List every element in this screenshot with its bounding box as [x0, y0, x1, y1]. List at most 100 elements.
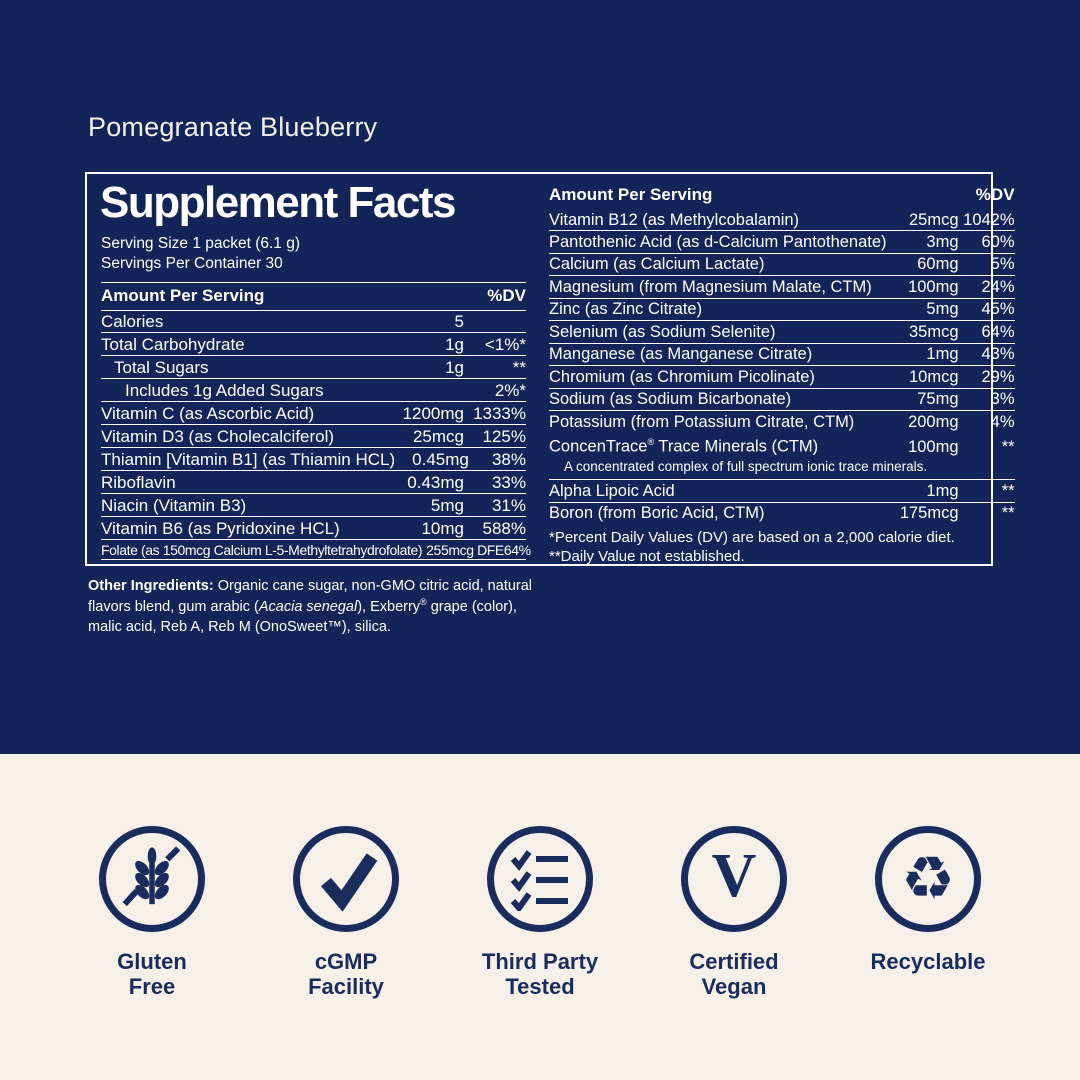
nutrient-amount: 1mg: [926, 345, 959, 364]
footnote-dv: *Percent Daily Values (DV) are based on …: [549, 528, 955, 546]
nutrient-dv: 64%: [503, 541, 531, 558]
nutrient-name: ConcenTrace® Trace Minerals (CTM): [549, 437, 819, 456]
nutrient-amount: 35mcg: [909, 322, 959, 341]
supplement-facts-panel: Supplement Facts Serving Size 1 packet (…: [85, 172, 1015, 566]
other-ingredients: Other Ingredients: Organic cane sugar, n…: [88, 578, 533, 636]
nutrient-name: Total Carbohydrate: [101, 334, 245, 354]
nutrient-name: Alpha Lipoic Acid: [549, 481, 675, 500]
nutrient-amount: 60mg: [917, 255, 959, 274]
nutrient-name: Calcium (as Calcium Lactate): [549, 255, 765, 274]
nutrient-amount: 1g: [445, 334, 464, 354]
nutrient-dv: 3%: [990, 390, 1015, 409]
nutrient-dv: 43%: [981, 345, 1015, 364]
nutrient-amount: 5mg: [430, 495, 464, 515]
nutrient-name: Vitamin D3 (as Cholecalciferol): [101, 426, 335, 446]
nutrient-row: Calories 5: [101, 310, 526, 334]
footnotes: *Percent Daily Values (DV) are based on …: [549, 524, 1015, 567]
amount-per-serving-header: Amount Per Serving: [549, 185, 713, 204]
badge-third-party-tested: Third Party Tested: [479, 826, 601, 1000]
nutrient-row: Chromium (as Chromium Picolinate) 10mcg …: [549, 366, 1015, 389]
nutrient-amount: 0.45mg: [412, 449, 469, 469]
nutrient-amount: 200mg: [908, 412, 959, 431]
nutrient-row: Thiamin [Vitamin B1] (as Thiamin HCL) 0.…: [101, 448, 526, 472]
checklist-icon: [487, 826, 593, 932]
nutrient-dv: **: [512, 357, 526, 377]
nutrient-row: Vitamin C (as Ascorbic Acid) 1200mg 1333…: [101, 402, 526, 426]
nutrient-name: Folate (as 150mcg Calcium L-5-Methyltetr…: [101, 541, 423, 558]
nutrient-row: Riboflavin 0.43mg 33%: [101, 471, 526, 495]
nutrient-amount: 255mcg DFE: [426, 541, 504, 558]
badge-label: Third Party Tested: [481, 949, 599, 1000]
registered-mark: ®: [420, 597, 427, 608]
amount-per-serving-header: Amount Per Serving: [101, 285, 265, 305]
nutrient-dv: 64%: [981, 322, 1015, 341]
nutrient-amount: 75mg: [917, 390, 959, 409]
nutrient-name: Vitamin B6 (as Pyridoxine HCL): [101, 518, 340, 538]
nutrient-name: Manganese (as Manganese Citrate): [549, 345, 813, 364]
nutrient-name: Selenium (as Sodium Selenite): [549, 322, 776, 341]
certification-badges: Gluten Free cGMP Facility: [0, 754, 1080, 1000]
nutrient-dv: 29%: [981, 367, 1015, 386]
nutrient-row: Magnesium (from Magnesium Malate, CTM) 1…: [549, 276, 1015, 299]
badge-certified-vegan: V Certified Vegan: [673, 826, 795, 1000]
nutrient-name: Boron (from Boric Acid, CTM): [549, 504, 765, 522]
nutrient-row: Zinc (as Zinc Citrate) 5mg 45%: [549, 299, 1015, 322]
dv-header: %DV: [975, 185, 1015, 204]
nutrient-amount: 25mcg: [909, 210, 959, 229]
nutrient-dv: 33%: [491, 472, 526, 492]
nutrient-dv: 31%: [491, 495, 526, 515]
nutrient-dv: 1042%: [963, 210, 1015, 229]
badge-label: cGMP Facility: [308, 949, 384, 1000]
nutrient-row: Vitamin B6 (as Pyridoxine HCL) 10mg 588%: [101, 517, 526, 541]
nutrient-amount: 100mg: [908, 437, 959, 456]
nutrient-dv: 45%: [981, 300, 1015, 319]
nutrient-dv: **: [1001, 504, 1015, 522]
nutrient-name: Chromium (as Chromium Picolinate): [549, 367, 815, 386]
badge-label: Gluten Free: [117, 949, 187, 1000]
nutrient-amount: 5mg: [926, 300, 959, 319]
latin-name: Acacia senegal: [258, 599, 358, 616]
nutrient-amount: 100mg: [908, 277, 959, 296]
badge-recyclable: ♻ Recyclable: [867, 826, 989, 1000]
nutrient-name: Pantothenic Acid (as d-Calcium Pantothen…: [549, 232, 887, 251]
nutrient-amount: 10mg: [421, 518, 464, 538]
nutrient-amount: 1200mg: [402, 403, 464, 423]
nutrient-name: Potassium (from Potassium Citrate, CTM): [549, 412, 855, 431]
nutrient-amount: 10mcg: [909, 367, 959, 386]
servings-per-container: Servings Per Container 30: [101, 255, 283, 273]
nutrient-amount: 0.43mg: [407, 472, 464, 492]
nutrient-dv: 4%: [990, 412, 1015, 431]
nutrient-name: Includes 1g Added Sugars: [125, 380, 324, 400]
nutrient-amount: 3mg: [926, 232, 959, 251]
nutrient-amount: 1mg: [926, 481, 959, 500]
nutrient-row: Vitamin D3 (as Cholecalciferol) 25mcg 12…: [101, 425, 526, 449]
nutrient-row: Boron (from Boric Acid, CTM) 175mcg **: [549, 503, 1015, 524]
nutrient-name: Total Sugars: [114, 357, 209, 377]
recycle-icon: ♻: [875, 826, 981, 932]
nutrient-dv: 2%*: [494, 380, 526, 400]
nutrient-name: Riboflavin: [101, 472, 176, 492]
nutrient-name: Thiamin [Vitamin B1] (as Thiamin HCL): [101, 449, 396, 469]
facts-left-column: Supplement Facts Serving Size 1 packet (…: [87, 174, 539, 564]
nutrient-dv: 38%: [491, 449, 526, 469]
nutrient-name: Magnesium (from Magnesium Malate, CTM): [549, 277, 872, 296]
nutrient-dv: 5%: [990, 255, 1015, 274]
certification-section: Gluten Free cGMP Facility: [0, 754, 1080, 1080]
nutrient-row: Total Carbohydrate 1g <1%*: [101, 333, 526, 357]
badge-label: Recyclable: [870, 949, 986, 974]
nutrient-name: Niacin (Vitamin B3): [101, 495, 247, 515]
nutrient-amount: 175mcg: [899, 504, 959, 522]
nutrient-row: Folate (as 150mcg Calcium L-5-Methyltetr…: [101, 540, 531, 560]
nutrient-row: Potassium (from Potassium Citrate, CTM) …: [549, 411, 1015, 432]
facts-title: Supplement Facts: [100, 178, 456, 227]
nutrient-row: Niacin (Vitamin B3) 5mg 31%: [101, 494, 526, 518]
column-header-row: Amount Per Serving %DV: [101, 283, 526, 310]
nutrient-amount: 5: [454, 311, 464, 331]
gluten-free-icon: [99, 826, 205, 932]
badge-cgmp-facility: cGMP Facility: [285, 826, 407, 1000]
badge-gluten-free: Gluten Free: [91, 826, 213, 1000]
nutrient-amount: 1g: [445, 357, 464, 377]
nutrient-row: Manganese (as Manganese Citrate) 1mg 43%: [549, 344, 1015, 367]
vegan-v-icon: V: [681, 826, 787, 932]
dv-header: %DV: [487, 285, 526, 305]
